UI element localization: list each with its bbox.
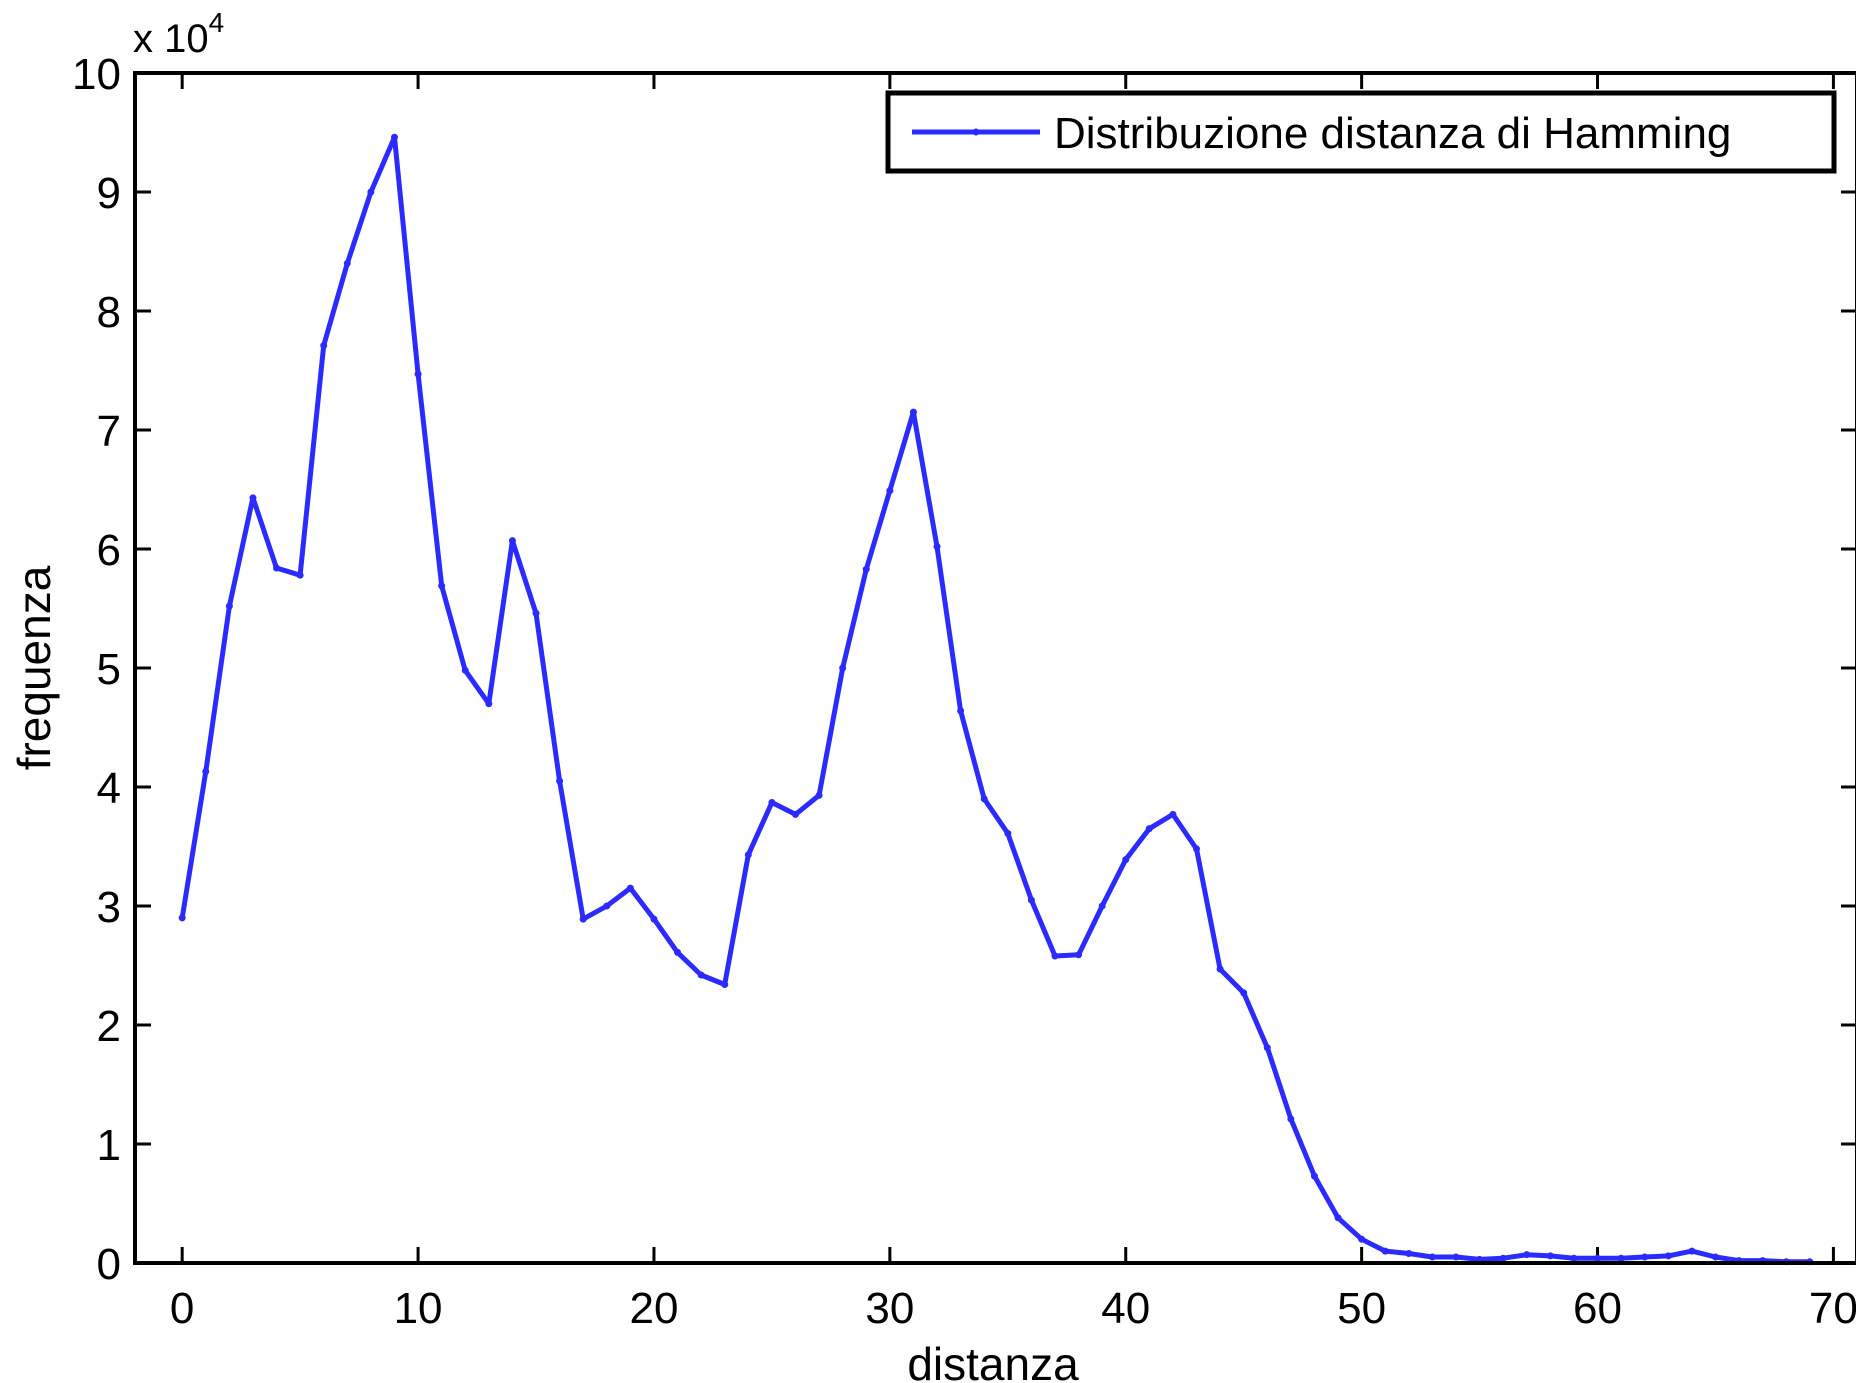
data-point [815, 791, 823, 799]
data-point [414, 370, 422, 378]
data-point [650, 915, 658, 923]
data-point [1711, 1253, 1719, 1261]
legend-marker [972, 128, 980, 136]
data-point [1452, 1253, 1460, 1261]
x-axis-label: distanza [907, 1338, 1079, 1383]
plot-frame [133, 71, 1856, 1265]
x-tick-label: 70 [1809, 1284, 1856, 1333]
data-point [1075, 951, 1083, 959]
y-tick-label: 5 [97, 645, 121, 694]
data-point [1688, 1247, 1696, 1255]
data-point [1004, 829, 1012, 837]
data-point [1027, 896, 1035, 904]
data-point [980, 795, 988, 803]
data-point [343, 259, 351, 267]
y-tick-label: 7 [97, 407, 121, 456]
y-exponent-prefix: x 10 [133, 17, 209, 61]
data-point [933, 543, 941, 551]
data-point [1570, 1254, 1578, 1262]
data-point [1098, 902, 1106, 910]
y-exponent-label: x 104 [133, 7, 224, 61]
data-point [1169, 810, 1177, 818]
data-point [768, 798, 776, 806]
data-point [556, 777, 564, 785]
data-point [273, 564, 281, 572]
data-point [1122, 856, 1130, 864]
data-point [296, 571, 304, 579]
data-point [461, 666, 469, 674]
data-point [1499, 1254, 1507, 1262]
data-point [862, 565, 870, 573]
series-line [179, 134, 1810, 1265]
legend-entry: Distribuzione distanza di Hamming [1054, 109, 1731, 158]
y-tick-label: 9 [97, 169, 121, 218]
data-point [202, 768, 210, 776]
data-point [1617, 1254, 1625, 1262]
data-point [1358, 1235, 1366, 1243]
x-tick-label: 10 [394, 1284, 443, 1333]
y-tick-label: 0 [97, 1240, 121, 1289]
data-point [626, 884, 634, 892]
x-tick-label: 20 [629, 1284, 678, 1333]
y-exponent-power: 4 [209, 7, 225, 38]
data-point [1310, 1172, 1318, 1180]
data-point [1546, 1252, 1554, 1260]
data-point [1263, 1044, 1271, 1052]
data-point [603, 902, 611, 910]
data-point [532, 609, 540, 617]
data-point [225, 602, 233, 610]
tick-labels: 0 10 20 30 40 50 60 70 0 1 2 3 4 5 6 7 8 9 10 [72, 50, 1856, 1333]
data-point [886, 487, 894, 495]
x-tick-label: 60 [1573, 1284, 1622, 1333]
data-point [438, 582, 446, 590]
data-point [909, 408, 917, 416]
data-point [1334, 1214, 1342, 1222]
data-point [744, 851, 752, 859]
data-point [1145, 825, 1153, 833]
legend: Distribuzione distanza di Hamming [885, 90, 1837, 174]
data-point [1523, 1251, 1531, 1259]
y-tick-label: 1 [97, 1121, 121, 1170]
data-point [839, 664, 847, 672]
data-point [721, 981, 729, 989]
data-point [1287, 1115, 1295, 1123]
series-layer [178, 133, 1814, 1266]
legend-box [885, 90, 1837, 174]
data-point [1664, 1252, 1672, 1260]
x-tick-label: 50 [1337, 1284, 1386, 1333]
y-axis-label: frequenza [8, 565, 60, 770]
data-point [674, 948, 682, 956]
y-tick-label: 3 [97, 883, 121, 932]
data-point [320, 342, 328, 350]
y-tick-label: 2 [97, 1002, 121, 1051]
data-point [1594, 1254, 1602, 1262]
plot-area [135, 73, 1856, 1263]
y-tick-label: 10 [72, 50, 121, 99]
data-point [1641, 1253, 1649, 1261]
data-point [1051, 952, 1059, 960]
data-point [1193, 845, 1201, 853]
y-tick-label: 4 [97, 764, 121, 813]
x-tick-label: 0 [170, 1284, 194, 1333]
data-point [1405, 1249, 1413, 1257]
data-point [508, 537, 516, 545]
data-point [178, 914, 186, 922]
data-point [390, 133, 398, 141]
data-point [697, 971, 705, 979]
data-point [957, 707, 965, 715]
data-point [1428, 1253, 1436, 1261]
data-point [1240, 989, 1248, 997]
x-tick-label: 40 [1101, 1284, 1150, 1333]
data-point [367, 188, 375, 196]
data-point [1381, 1247, 1389, 1255]
data-point [485, 700, 493, 708]
y-tick-label: 6 [97, 526, 121, 575]
data-point [1216, 965, 1224, 973]
data-point [791, 810, 799, 818]
x-tick-label: 30 [865, 1284, 914, 1333]
y-tick-label: 8 [97, 288, 121, 337]
data-point [249, 494, 257, 502]
data-point [579, 915, 587, 923]
